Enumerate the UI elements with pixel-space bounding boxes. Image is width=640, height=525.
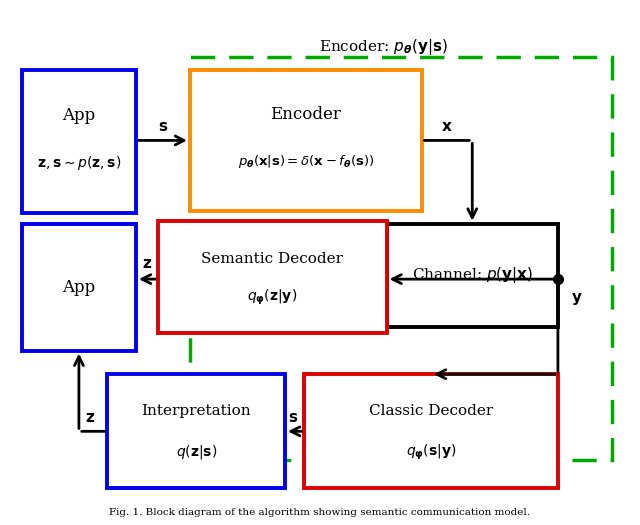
Bar [387,224,558,328]
Text: App: App [62,107,95,124]
Text: App: App [62,279,95,296]
Bar [108,374,285,488]
Text: $\mathbf{z}, \mathbf{s} \sim p(\mathbf{z}, \mathbf{s})$: $\mathbf{z}, \mathbf{s} \sim p(\mathbf{z… [36,153,121,172]
Bar [22,70,136,213]
Text: Encoder: $p_{\boldsymbol{\theta}}(\mathbf{y}|\mathbf{s})$: Encoder: $p_{\boldsymbol{\theta}}(\mathb… [319,37,448,57]
Text: Encoder: Encoder [270,106,341,123]
Text: Semantic Decoder: Semantic Decoder [202,251,344,266]
Text: $\mathbf{z}$: $\mathbf{z}$ [85,411,95,425]
Text: Classic Decoder: Classic Decoder [369,404,493,417]
Bar [158,221,387,333]
Bar [190,70,422,211]
Text: $\mathbf{s}$: $\mathbf{s}$ [288,411,298,425]
Text: $p_{\boldsymbol{\theta}}(\mathbf{x}|\mathbf{s}) = \delta(\mathbf{x} - f_{\boldsy: $p_{\boldsymbol{\theta}}(\mathbf{x}|\mat… [237,153,374,170]
Text: $q_{\boldsymbol{\varphi}}(\mathbf{z}|\mathbf{y})$: $q_{\boldsymbol{\varphi}}(\mathbf{z}|\ma… [247,288,298,307]
Text: $\mathbf{s}$: $\mathbf{s}$ [157,120,168,134]
Text: $\mathbf{y}$: $\mathbf{y}$ [571,291,582,307]
Text: $q_{\boldsymbol{\varphi}}(\mathbf{s}|\mathbf{y})$: $q_{\boldsymbol{\varphi}}(\mathbf{s}|\ma… [406,443,456,462]
Bar [304,374,558,488]
Text: Channel: $p(\mathbf{y}|\mathbf{x})$: Channel: $p(\mathbf{y}|\mathbf{x})$ [412,266,533,286]
Text: $\mathbf{x}$: $\mathbf{x}$ [441,120,452,134]
Text: $\mathbf{z}$: $\mathbf{z}$ [142,257,152,271]
Text: Interpretation: Interpretation [141,404,251,417]
Text: Fig. 1. Block diagram of the algorithm showing semantic communication model.: Fig. 1. Block diagram of the algorithm s… [109,508,531,517]
Bar [22,224,136,351]
Text: $q(\mathbf{z}|\mathbf{s})$: $q(\mathbf{z}|\mathbf{s})$ [175,443,217,461]
Bar [190,57,612,460]
